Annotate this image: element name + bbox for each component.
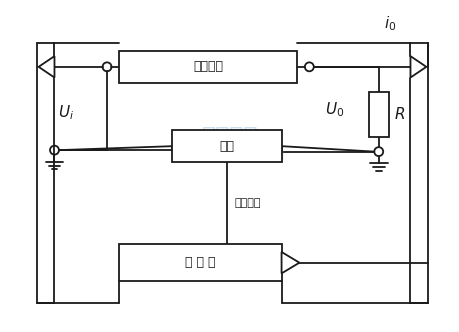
Bar (173, 130, 281, 162)
Text: $i_0$: $i_0$ (384, 14, 396, 33)
Text: 串口总线: 串口总线 (235, 198, 262, 208)
Text: $R$: $R$ (394, 107, 405, 123)
Text: 被测绕组: 被测绕组 (193, 60, 223, 73)
Polygon shape (281, 252, 299, 273)
Text: 微机: 微机 (219, 140, 235, 153)
Bar (119, 51, 297, 83)
Text: 测 试 仪: 测 试 仪 (185, 256, 215, 269)
Bar (369, 92, 389, 137)
Polygon shape (39, 56, 55, 78)
Polygon shape (410, 56, 426, 78)
Text: INGOHAUS.COM: INGOHAUS.COM (174, 149, 286, 163)
Bar (119, 244, 281, 281)
Text: $U_i$: $U_i$ (58, 103, 74, 122)
Text: $U_0$: $U_0$ (325, 100, 344, 119)
Text: 国浩电气: 国浩电气 (202, 125, 258, 149)
